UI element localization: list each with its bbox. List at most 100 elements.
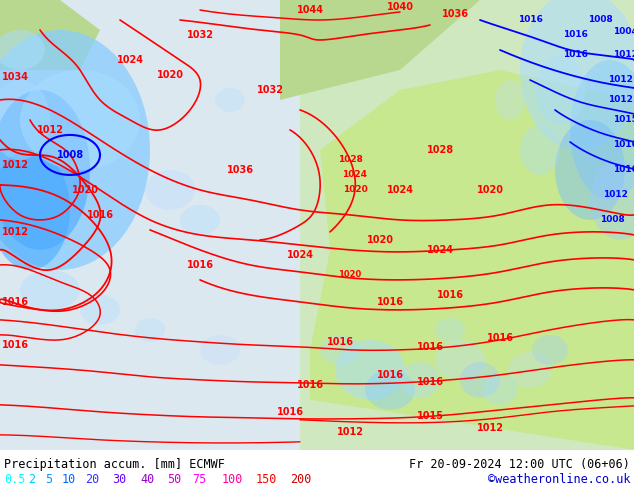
Text: 1016: 1016 [186,260,214,270]
Text: 1012: 1012 [607,75,633,84]
Text: Precipitation accum. [mm] ECMWF: Precipitation accum. [mm] ECMWF [4,458,225,471]
Text: 1016: 1016 [1,297,29,307]
Ellipse shape [520,0,634,150]
Ellipse shape [435,340,485,380]
Text: 1016: 1016 [562,30,588,40]
Text: 1028: 1028 [337,155,363,165]
Text: 1020: 1020 [342,185,367,195]
Ellipse shape [0,30,150,270]
Text: 1012: 1012 [37,125,63,135]
Text: 200: 200 [290,473,311,487]
Text: 1016: 1016 [297,380,323,390]
Ellipse shape [20,270,80,310]
Text: Fr 20-09-2024 12:00 UTC (06+06): Fr 20-09-2024 12:00 UTC (06+06) [409,458,630,471]
Ellipse shape [0,80,50,160]
Ellipse shape [570,60,634,200]
Text: 1016: 1016 [517,16,543,24]
Text: 1020: 1020 [339,270,361,279]
Text: 1016: 1016 [486,333,514,343]
Text: 1020: 1020 [366,235,394,245]
Ellipse shape [460,362,500,398]
Text: 1015: 1015 [612,116,634,124]
Ellipse shape [435,318,465,342]
Text: 1024: 1024 [427,245,453,255]
Polygon shape [300,0,634,450]
Text: 30: 30 [112,473,126,487]
Text: 1016: 1016 [327,337,354,347]
Text: 1016: 1016 [612,141,634,149]
Text: 1040: 1040 [387,2,413,12]
Ellipse shape [145,170,195,210]
Text: 50: 50 [167,473,181,487]
Text: 1012: 1012 [607,96,633,104]
Polygon shape [280,0,480,100]
Ellipse shape [520,125,560,175]
Polygon shape [0,0,100,70]
Ellipse shape [80,295,120,325]
Ellipse shape [0,150,70,270]
Text: 1016: 1016 [276,407,304,417]
Ellipse shape [495,80,525,120]
Text: 1020: 1020 [157,70,183,80]
Ellipse shape [335,340,405,400]
Ellipse shape [590,160,634,240]
Text: 1008: 1008 [600,216,624,224]
Text: 1016: 1016 [417,377,444,387]
Text: 1024: 1024 [117,55,143,65]
Text: 1032: 1032 [186,30,214,40]
Text: 1008: 1008 [588,16,612,24]
Text: 1020: 1020 [72,185,98,195]
Text: 100: 100 [222,473,243,487]
Ellipse shape [20,70,140,170]
Text: 1016: 1016 [1,340,29,350]
Text: 150: 150 [256,473,278,487]
Text: 1036: 1036 [226,165,254,175]
Text: 1016: 1016 [377,370,403,380]
Text: 1012: 1012 [477,423,503,433]
Text: 1024: 1024 [387,185,413,195]
Ellipse shape [365,370,415,410]
Text: 1004: 1004 [612,27,634,36]
Ellipse shape [135,318,165,342]
Text: 1034: 1034 [1,72,29,82]
Text: 1036: 1036 [441,9,469,19]
Ellipse shape [400,362,440,398]
Text: 1008: 1008 [56,150,84,160]
Text: 1016: 1016 [562,50,588,59]
Text: 1016: 1016 [86,210,113,220]
Ellipse shape [0,30,45,70]
Text: 1032: 1032 [257,85,283,95]
Text: 1016: 1016 [436,290,463,300]
Text: 1044: 1044 [297,5,323,15]
Ellipse shape [215,88,245,112]
Text: 1012: 1012 [337,427,363,437]
Ellipse shape [555,120,625,220]
Ellipse shape [0,90,90,250]
Polygon shape [310,70,634,450]
Text: 10: 10 [62,473,76,487]
Text: 2: 2 [28,473,35,487]
Ellipse shape [320,335,360,365]
Ellipse shape [508,352,552,388]
Text: 1016: 1016 [417,342,444,352]
Text: 1015: 1015 [417,411,444,421]
Text: 1012: 1012 [1,160,29,170]
Text: 5: 5 [45,473,52,487]
Ellipse shape [200,335,240,365]
Text: 40: 40 [140,473,154,487]
Text: 1028: 1028 [427,145,453,155]
Text: ©weatheronline.co.uk: ©weatheronline.co.uk [488,473,630,487]
Text: 1020: 1020 [477,185,503,195]
Text: 75: 75 [192,473,206,487]
Text: 1024: 1024 [342,171,368,179]
Ellipse shape [532,335,568,365]
Text: 0.5: 0.5 [4,473,25,487]
Ellipse shape [535,55,585,125]
Text: 1012: 1012 [612,50,634,59]
Text: 1016: 1016 [612,166,634,174]
Text: 1012: 1012 [1,227,29,237]
Ellipse shape [180,205,220,235]
Text: 1016: 1016 [377,297,403,307]
Text: 1024: 1024 [287,250,313,260]
Ellipse shape [482,375,518,405]
